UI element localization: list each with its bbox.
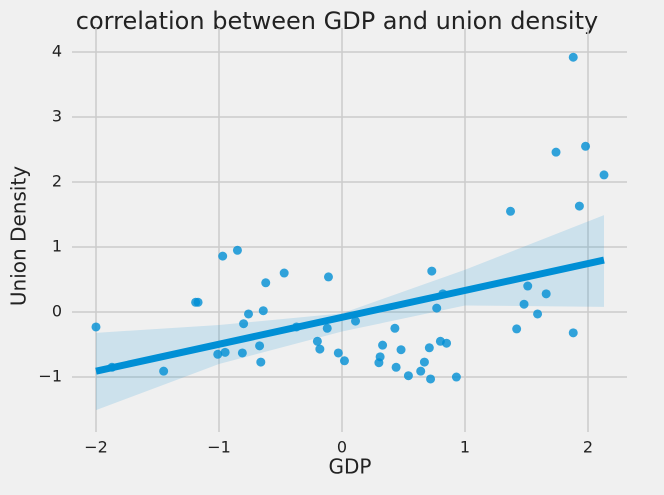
point bbox=[568, 328, 578, 338]
point bbox=[512, 324, 522, 334]
point bbox=[239, 319, 249, 329]
y-tick-label: 2 bbox=[52, 172, 62, 191]
y-tick-label: 4 bbox=[52, 42, 62, 61]
point bbox=[237, 348, 247, 358]
point bbox=[523, 281, 533, 291]
y-axis-label: Union Density bbox=[7, 166, 31, 306]
point bbox=[442, 338, 452, 348]
point bbox=[213, 349, 223, 359]
chart-title: correlation between GDP and union densit… bbox=[76, 7, 598, 35]
point bbox=[390, 323, 400, 333]
x-tick-label: −1 bbox=[207, 438, 231, 457]
point bbox=[419, 357, 429, 367]
point bbox=[256, 357, 266, 367]
y-tick-label: 3 bbox=[52, 107, 62, 126]
point bbox=[159, 366, 169, 376]
point bbox=[391, 362, 401, 372]
point bbox=[551, 147, 561, 157]
point bbox=[403, 371, 413, 381]
x-tick-label: −2 bbox=[84, 438, 108, 457]
point bbox=[568, 52, 578, 62]
point bbox=[506, 206, 516, 216]
point bbox=[424, 343, 434, 353]
point bbox=[218, 251, 228, 261]
x-tick-label: 2 bbox=[583, 438, 593, 457]
point bbox=[396, 345, 406, 355]
point bbox=[193, 297, 203, 307]
regression-line bbox=[95, 256, 605, 375]
point bbox=[315, 344, 325, 354]
x-tick-label: 0 bbox=[337, 438, 347, 457]
point bbox=[258, 306, 268, 316]
point bbox=[581, 141, 591, 151]
y-tick-label: 0 bbox=[52, 302, 62, 321]
point bbox=[375, 352, 385, 362]
point bbox=[279, 268, 289, 278]
point bbox=[261, 278, 271, 288]
point bbox=[599, 170, 609, 180]
point bbox=[255, 341, 265, 351]
point bbox=[432, 303, 442, 313]
point bbox=[322, 323, 332, 333]
y-tick-label: −1 bbox=[38, 367, 62, 386]
point bbox=[574, 201, 584, 211]
point bbox=[519, 299, 529, 309]
point bbox=[351, 316, 361, 326]
point bbox=[220, 347, 230, 357]
point bbox=[533, 309, 543, 319]
x-tick-label: 1 bbox=[460, 438, 470, 457]
point bbox=[451, 372, 461, 382]
point bbox=[333, 348, 343, 358]
point bbox=[91, 322, 101, 332]
point bbox=[378, 340, 388, 350]
point bbox=[426, 374, 436, 384]
point bbox=[244, 309, 254, 319]
point bbox=[541, 289, 551, 299]
point bbox=[323, 272, 333, 282]
point bbox=[339, 356, 349, 366]
point bbox=[232, 245, 242, 255]
point bbox=[427, 266, 437, 276]
point bbox=[416, 366, 426, 376]
point bbox=[312, 336, 322, 346]
y-tick-label: 1 bbox=[52, 237, 62, 256]
x-axis-label: GDP bbox=[329, 455, 372, 479]
